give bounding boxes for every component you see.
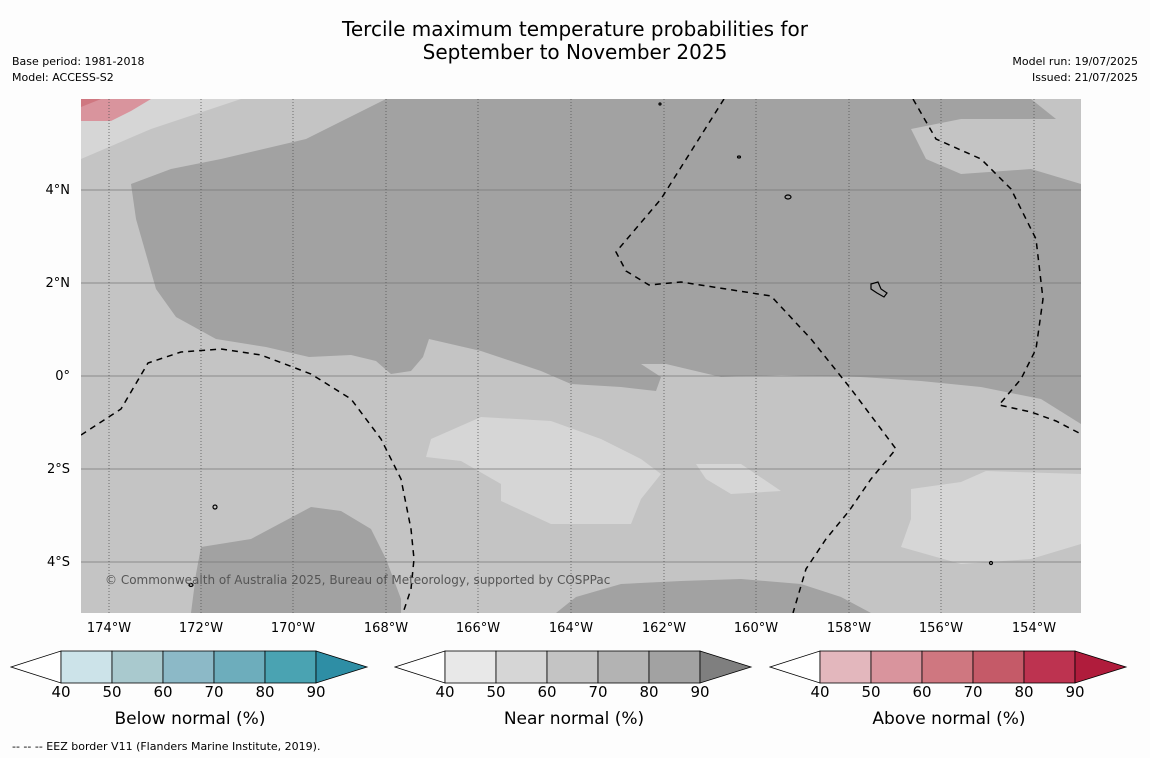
lon-tick-172w: 172°W xyxy=(178,621,224,636)
colorbar-tick: 50 xyxy=(102,683,122,701)
lat-tick-4n: 4°N xyxy=(45,183,71,198)
colorbar-tick: 70 xyxy=(588,683,608,701)
colorbar-tick: 80 xyxy=(1014,683,1034,701)
colorbar-tick: 40 xyxy=(435,683,455,701)
lat-tick-4s: 4°S xyxy=(46,555,70,570)
lon-tick-166w: 166°W xyxy=(455,621,501,636)
model-name: Model: ACCESS-S2 xyxy=(12,71,114,84)
eez-border-east xyxy=(912,99,1081,435)
colorbar-segment xyxy=(264,650,317,684)
colorbar-min-arrow xyxy=(769,650,821,684)
colorbar-segment xyxy=(648,650,701,684)
colorbar-near-normal xyxy=(394,650,753,684)
lat-tick-2s: 2°S xyxy=(46,462,70,477)
issued-date: Issued: 21/07/2025 xyxy=(1031,71,1138,84)
lon-tick-156w: 156°W xyxy=(918,621,964,636)
colorbar-tick: 50 xyxy=(486,683,506,701)
region-above-80 xyxy=(81,99,101,107)
colorbar-segment xyxy=(495,650,548,684)
lon-tick-164w: 164°W xyxy=(548,621,594,636)
model-run: Model run: 19/07/2025 xyxy=(1012,55,1138,68)
lon-tick-160w: 160°W xyxy=(733,621,779,636)
lon-tick-170w: 170°W xyxy=(270,621,316,636)
colorbar-segment xyxy=(444,650,497,684)
region-near-80-southwest xyxy=(191,507,401,613)
colorbar-label-below: Below normal (%) xyxy=(114,709,266,729)
colorbar-min-arrow xyxy=(10,650,62,684)
region-near-80-southeast xyxy=(556,579,871,613)
eez-borders xyxy=(81,99,1081,613)
colorbar-tick: 50 xyxy=(861,683,881,701)
island-2 xyxy=(870,281,888,298)
lon-tick-174w: 174°W xyxy=(86,621,132,636)
lon-tick-154w: 154°W xyxy=(1011,621,1057,636)
latitude-grid xyxy=(81,189,1081,563)
colorbar-segment xyxy=(597,650,650,684)
region-above-70 xyxy=(81,99,151,121)
title-line-1: Tercile maximum temperature probabilitie… xyxy=(342,17,808,41)
region-near-70-east xyxy=(911,119,1081,184)
colorbar-max-arrow xyxy=(315,650,369,684)
island-6 xyxy=(736,155,742,159)
colorbar-segment xyxy=(921,650,974,684)
colorbar-segment xyxy=(870,650,923,684)
lon-tick-162w: 162°W xyxy=(641,621,687,636)
base-period: Base period: 1981-2018 xyxy=(12,55,145,68)
island-7 xyxy=(658,102,662,106)
eez-border-west xyxy=(81,348,415,613)
colorbar-max-arrow xyxy=(699,650,753,684)
colorbar-segment xyxy=(162,650,215,684)
colorbar-segment xyxy=(1023,650,1076,684)
colorbar-min-arrow xyxy=(394,650,446,684)
probability-map: © Commonwealth of Australia 2025, Bureau… xyxy=(81,99,1081,613)
colorbar-segment xyxy=(546,650,599,684)
colorbar-tick: 80 xyxy=(639,683,659,701)
colorbar-segment xyxy=(972,650,1025,684)
colorbar-tick: 60 xyxy=(537,683,557,701)
region-near-80-north xyxy=(131,99,1081,424)
colorbar-above-normal xyxy=(769,650,1128,684)
lon-tick-168w: 168°W xyxy=(363,621,409,636)
colorbar-tick: 40 xyxy=(51,683,71,701)
islands xyxy=(188,102,994,588)
region-near-60-patch-1 xyxy=(426,417,661,524)
colorbar-tick: 90 xyxy=(690,683,710,701)
eez-border-central xyxy=(615,99,897,613)
copyright-notice: © Commonwealth of Australia 2025, Bureau… xyxy=(105,573,610,587)
island-1 xyxy=(784,194,792,200)
colorbar-segment xyxy=(213,650,266,684)
island-4 xyxy=(188,582,194,588)
title-line-2: September to November 2025 xyxy=(422,40,728,64)
map-title: Tercile maximum temperature probabilitie… xyxy=(0,18,1150,64)
island-3 xyxy=(212,504,218,510)
island-5 xyxy=(988,560,994,566)
colorbar-tick: 70 xyxy=(963,683,983,701)
colorbar-tick: 90 xyxy=(306,683,326,701)
colorbar-below-normal xyxy=(10,650,369,684)
region-near-60-patch-3 xyxy=(901,471,1081,564)
colorbar-tick: 60 xyxy=(912,683,932,701)
colorbar-label-near: Near normal (%) xyxy=(503,709,645,729)
region-near-60-patch-2 xyxy=(696,464,781,494)
colorbar-segment xyxy=(111,650,164,684)
colorbar-tick: 80 xyxy=(255,683,275,701)
colorbar-segment xyxy=(60,650,113,684)
colorbar-max-arrow xyxy=(1074,650,1128,684)
colorbar-tick: 40 xyxy=(810,683,830,701)
metadata-left: Base period: 1981-2018 Model: ACCESS-S2 xyxy=(12,54,144,86)
lat-tick-2n: 2°N xyxy=(45,276,71,291)
colorbar-tick: 70 xyxy=(204,683,224,701)
metadata-right: Model run: 19/07/2025 Issued: 21/07/2025 xyxy=(1012,54,1138,86)
colorbar-label-above: Above normal (%) xyxy=(872,709,1026,729)
colorbar-segment xyxy=(819,650,872,684)
eez-footnote: -- -- -- EEZ border V11 (Flanders Marine… xyxy=(12,740,321,753)
lat-tick-0: 0° xyxy=(55,369,70,384)
lon-tick-158w: 158°W xyxy=(826,621,872,636)
colorbar-tick: 60 xyxy=(153,683,173,701)
colorbar-tick: 90 xyxy=(1065,683,1085,701)
